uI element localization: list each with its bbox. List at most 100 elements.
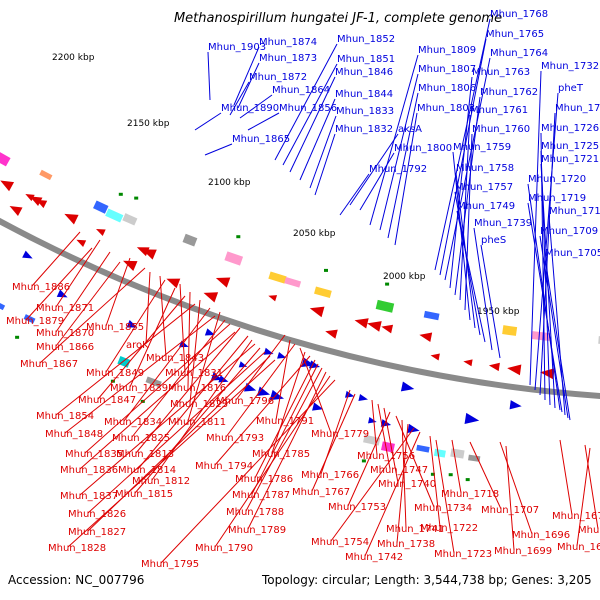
reverse-gene-label[interactable]: Mhun_1793: [206, 433, 264, 444]
reverse-gene-label[interactable]: Mhun_1794: [195, 461, 253, 472]
reverse-gene-label[interactable]: Mhun_1670: [578, 525, 600, 536]
reverse-gene-label[interactable]: Mhun_1848: [45, 429, 103, 440]
reverse-gene-label[interactable]: Mhun_1834: [104, 417, 162, 428]
reverse-gene-label[interactable]: Mhun_1823: [170, 399, 228, 410]
reverse-gene-label[interactable]: Mhun_1855: [86, 322, 144, 333]
reverse-gene-label[interactable]: Mhun_1767: [292, 487, 350, 498]
forward-gene-label[interactable]: Mhun_1764: [490, 48, 548, 59]
forward-gene-label[interactable]: Mhun_1749: [457, 201, 515, 212]
reverse-gene-label[interactable]: Mhun_1847: [78, 395, 136, 406]
reverse-gene-label[interactable]: Mhun_1718: [441, 489, 499, 500]
forward-gene-label[interactable]: Mhun_1832: [335, 124, 393, 135]
forward-gene-label[interactable]: Mhun_1851: [337, 54, 395, 65]
forward-gene-label[interactable]: Mhun_1852: [337, 34, 395, 45]
reverse-gene-label[interactable]: Mhun_1673: [557, 542, 600, 553]
reverse-gene-label[interactable]: Mhun_1843: [146, 353, 204, 364]
reverse-gene-label[interactable]: aroK: [126, 340, 149, 351]
reverse-gene-label[interactable]: Mhun_1787: [232, 490, 290, 501]
forward-gene-label[interactable]: Mhun_1709: [540, 226, 598, 237]
forward-gene-label[interactable]: Mhun_1846: [335, 67, 393, 78]
reverse-gene-label[interactable]: Mhun_1812: [132, 476, 190, 487]
reverse-gene-label[interactable]: Mhun_1796: [216, 396, 274, 407]
forward-gene-label[interactable]: aksA: [398, 124, 422, 135]
forward-gene-label[interactable]: Mhun_1725: [541, 141, 599, 152]
reverse-gene-label[interactable]: Mhun_1826: [68, 509, 126, 520]
reverse-gene-label[interactable]: Mhun_1886: [12, 282, 70, 293]
reverse-gene-label[interactable]: Mhun_1867: [20, 359, 78, 370]
reverse-gene-label[interactable]: Mhun_1827: [68, 527, 126, 538]
reverse-gene-label[interactable]: Mhun_1879: [6, 316, 64, 327]
reverse-gene-label[interactable]: Mhun_1811: [168, 417, 226, 428]
forward-gene-label[interactable]: Mhun_1739: [474, 218, 532, 229]
forward-gene-label[interactable]: Mhun_1765: [486, 29, 544, 40]
forward-gene-label[interactable]: Mhun_1711: [549, 206, 600, 217]
forward-gene-label[interactable]: Mhun_1803: [417, 103, 475, 114]
forward-gene-label[interactable]: Mhun_1890: [221, 103, 279, 114]
forward-gene-label[interactable]: Mhun_1762: [480, 87, 538, 98]
reverse-gene-label[interactable]: Mhun_1723: [434, 549, 492, 560]
forward-gene-label[interactable]: Mhun_1833: [336, 106, 394, 117]
reverse-gene-label[interactable]: Mhun_1756: [357, 451, 415, 462]
reverse-gene-label[interactable]: Mhun_1791: [256, 416, 314, 427]
reverse-gene-label[interactable]: Mhun_1790: [195, 543, 253, 554]
reverse-gene-label[interactable]: Mhun_1722: [420, 523, 478, 534]
reverse-gene-label[interactable]: Mhun_1854: [36, 411, 94, 422]
reverse-gene-label[interactable]: Mhun_1789: [228, 525, 286, 536]
reverse-gene-label[interactable]: Mhun_1839: [110, 383, 168, 394]
forward-gene-label[interactable]: Mhun_1807: [418, 64, 476, 75]
reverse-gene-label[interactable]: Mhun_1814: [118, 465, 176, 476]
reverse-gene-label[interactable]: Mhun_1849: [86, 368, 144, 379]
reverse-gene-label[interactable]: Mhun_1766: [301, 470, 359, 481]
reverse-gene-label[interactable]: Mhun_1786: [235, 474, 293, 485]
reverse-gene-label[interactable]: Mhun_1837: [60, 491, 118, 502]
reverse-gene-label[interactable]: Mhun_1742: [345, 552, 403, 563]
forward-gene-label[interactable]: Mhun_1874: [259, 37, 317, 48]
reverse-gene-label[interactable]: Mhun_1747: [370, 465, 428, 476]
forward-gene-label[interactable]: Mhun_1844: [335, 89, 393, 100]
reverse-gene-label[interactable]: Mhun_1677: [552, 511, 600, 522]
reverse-gene-label[interactable]: Mhun_1734: [414, 503, 472, 514]
reverse-gene-label[interactable]: Mhun_1788: [226, 507, 284, 518]
reverse-gene-label[interactable]: Mhun_1813: [116, 449, 174, 460]
forward-gene-label[interactable]: Mhun_1809: [418, 45, 476, 56]
forward-gene-label[interactable]: Mhun_1732: [541, 61, 599, 72]
forward-gene-label[interactable]: Mhun_1872: [249, 72, 307, 83]
reverse-gene-label[interactable]: Mhun_1815: [115, 489, 173, 500]
reverse-gene-label[interactable]: Mhun_1699: [494, 546, 552, 557]
reverse-gene-label[interactable]: Mhun_1816: [168, 383, 226, 394]
forward-gene-label[interactable]: Mhun_1865: [232, 134, 290, 145]
reverse-gene-label[interactable]: Mhun_1871: [36, 303, 94, 314]
reverse-gene-label[interactable]: Mhun_1741: [386, 524, 444, 535]
reverse-gene-label[interactable]: Mhun_1738: [377, 539, 435, 550]
forward-gene-label[interactable]: Mhun_1760: [472, 124, 530, 135]
forward-gene-label[interactable]: Mhun_1726: [541, 123, 599, 134]
forward-gene-label[interactable]: Mhun_1873: [259, 53, 317, 64]
forward-gene-label[interactable]: Mhun_1763: [472, 67, 530, 78]
forward-gene-label[interactable]: Mhun_1806: [418, 83, 476, 94]
reverse-gene-label[interactable]: Mhun_1831: [165, 368, 223, 379]
reverse-gene-label[interactable]: Mhun_1753: [328, 502, 386, 513]
forward-gene-label[interactable]: Mhun_1705: [545, 248, 600, 259]
reverse-gene-label[interactable]: Mhun_1835: [65, 449, 123, 460]
reverse-gene-label[interactable]: Mhun_1696: [512, 530, 570, 541]
reverse-gene-label[interactable]: Mhun_1866: [36, 342, 94, 353]
forward-gene-label[interactable]: Mhun_1800: [394, 143, 452, 154]
forward-gene-label[interactable]: Mhun_1758: [456, 163, 514, 174]
reverse-gene-label[interactable]: Mhun_1795: [141, 559, 199, 570]
forward-gene-label[interactable]: Mhun_1727: [555, 103, 600, 114]
forward-gene-label[interactable]: Mhun_1864: [272, 85, 330, 96]
forward-gene-label[interactable]: Mhun_1720: [528, 174, 586, 185]
reverse-gene-label[interactable]: Mhun_1836: [60, 465, 118, 476]
reverse-gene-label[interactable]: Mhun_1707: [481, 505, 539, 516]
forward-gene-label[interactable]: Mhun_1761: [470, 105, 528, 116]
forward-gene-label[interactable]: Mhun_1792: [369, 164, 427, 175]
forward-gene-label[interactable]: pheS: [481, 235, 506, 246]
forward-gene-label[interactable]: Mhun_1856: [279, 103, 337, 114]
reverse-gene-label[interactable]: Mhun_1828: [48, 543, 106, 554]
forward-gene-label[interactable]: Mhun_1757: [455, 182, 513, 193]
reverse-gene-label[interactable]: Mhun_1740: [378, 479, 436, 490]
forward-gene-label[interactable]: Mhun_1903: [208, 42, 266, 53]
reverse-gene-label[interactable]: Mhun_1779: [311, 429, 369, 440]
forward-gene-label[interactable]: pheT: [558, 83, 584, 94]
forward-gene-label[interactable]: Mhun_1768: [490, 9, 548, 20]
